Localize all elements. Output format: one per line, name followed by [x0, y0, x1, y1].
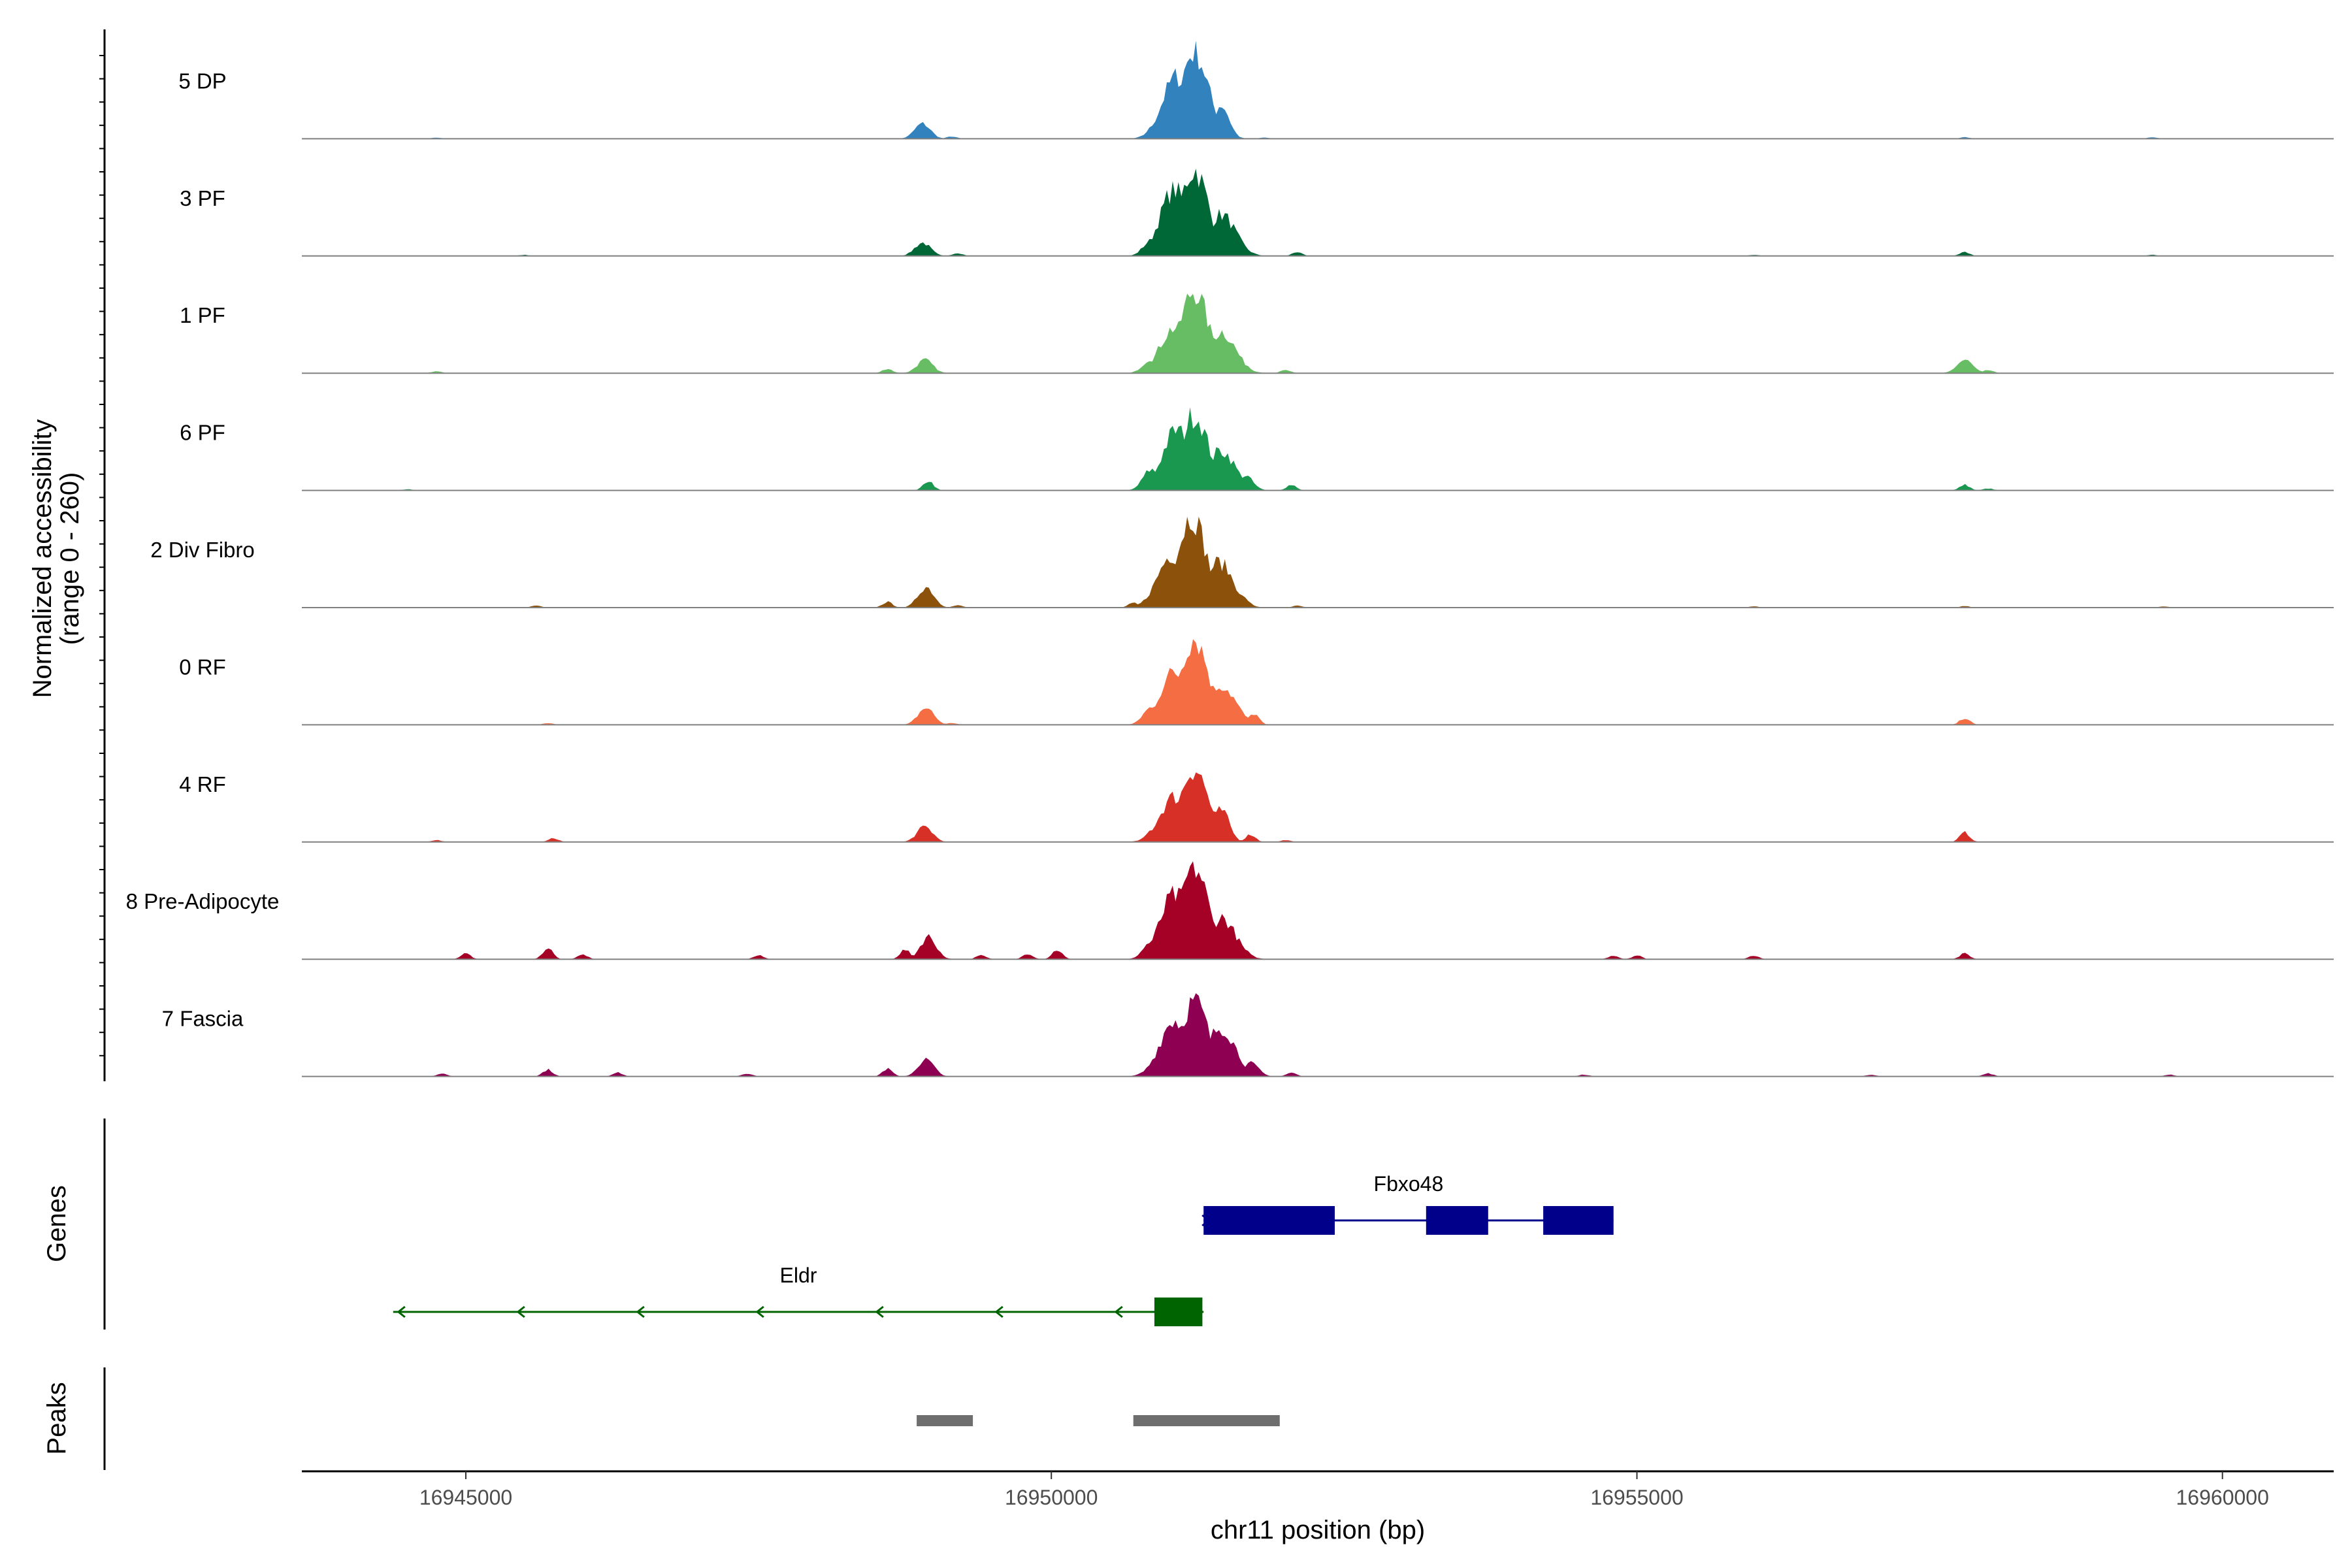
track-label: 8 Pre-Adipocyte — [126, 889, 280, 913]
coverage-track: 3 PF — [180, 169, 2334, 257]
coverage-track: 6 PF — [180, 407, 2334, 491]
exon — [1543, 1206, 1614, 1235]
genes-panel-title: Genes — [42, 1185, 71, 1262]
strand-arrow — [1114, 1305, 1123, 1318]
coverage-area — [302, 516, 2334, 608]
gene-model: Fbxo48 — [1201, 1172, 1614, 1235]
coverage-area — [302, 772, 2334, 842]
coverage-y-title-line2: (range 0 - 260) — [56, 472, 84, 645]
strand-arrow — [516, 1305, 525, 1318]
track-label: 6 PF — [180, 421, 225, 445]
peak-regions — [917, 1415, 1280, 1426]
coverage-y-title-line1: Normalized accessibility — [28, 419, 57, 698]
coverage-track: 4 RF — [179, 772, 2334, 843]
gene-model: Eldr — [393, 1264, 1204, 1326]
strand-arrow — [875, 1305, 884, 1318]
x-tick-label: 16945000 — [419, 1486, 512, 1509]
coverage-area — [302, 293, 2334, 374]
gene-name: Fbxo48 — [1374, 1172, 1444, 1196]
coverage-track: 1 PF — [180, 293, 2334, 374]
coverage-track: 0 RF — [179, 639, 2334, 726]
strand-arrow — [994, 1305, 1004, 1318]
track-label: 5 DP — [178, 69, 226, 93]
x-axis-title: chr11 position (bp) — [1211, 1516, 1425, 1544]
coverage-area — [302, 993, 2334, 1077]
x-tick-label: 16960000 — [2176, 1486, 2269, 1509]
track-label: 3 PF — [180, 186, 225, 210]
coverage-track: 7 Fascia — [162, 993, 2334, 1077]
peak-bar — [917, 1415, 973, 1426]
peak-bar — [1133, 1415, 1280, 1426]
gene-annotations: Fbxo48 Eldr — [393, 1172, 1614, 1326]
x-tick-label: 16950000 — [1005, 1486, 1098, 1509]
coverage-area — [302, 169, 2334, 256]
coverage-track: 2 Div Fibro — [150, 516, 2334, 608]
strand-arrow — [397, 1305, 406, 1318]
track-label: 7 Fascia — [162, 1007, 244, 1031]
coverage-track: 8 Pre-Adipocyte — [126, 861, 2334, 960]
exon — [1426, 1206, 1488, 1235]
coverage-area — [302, 861, 2334, 960]
exon — [1154, 1298, 1203, 1326]
track-label: 1 PF — [180, 303, 225, 327]
strand-arrow — [636, 1305, 645, 1318]
coverage-area — [302, 41, 2334, 139]
coverage-tracks: 5 DP 3 PF 1 PF 6 PF 2 Div Fibro 0 RF 4 RF 8 Pre… — [126, 41, 2334, 1077]
coverage-area — [302, 407, 2334, 491]
strand-arrow — [755, 1305, 764, 1318]
exon — [1203, 1206, 1335, 1235]
coverage-y-axis — [99, 29, 106, 1081]
x-tick-label: 16955000 — [1590, 1486, 1683, 1509]
track-label: 4 RF — [179, 772, 226, 796]
coverage-area — [302, 639, 2334, 725]
x-axis: 16945000 16950000 16955000 16960000 — [419, 1471, 2269, 1509]
track-label: 0 RF — [179, 655, 226, 679]
peaks-panel-title: Peaks — [42, 1382, 71, 1454]
track-label: 2 Div Fibro — [150, 538, 255, 562]
gene-name: Eldr — [780, 1264, 817, 1287]
coverage-track: 5 DP — [178, 41, 2334, 140]
